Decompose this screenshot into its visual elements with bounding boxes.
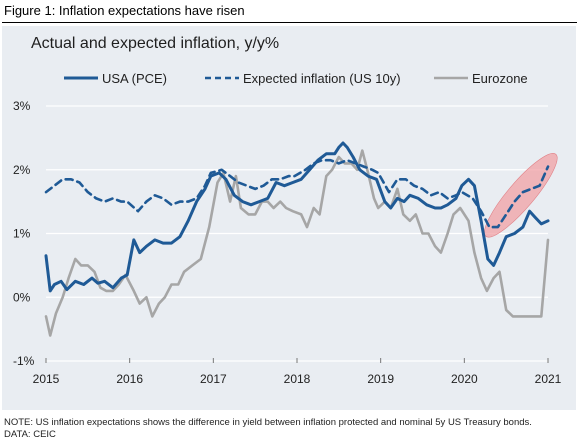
source-text: DATA: CEIC bbox=[4, 429, 56, 440]
x-tick-label: 2018 bbox=[284, 372, 311, 386]
y-tick-label: 1% bbox=[13, 227, 31, 241]
y-tick-label: -1% bbox=[13, 354, 35, 368]
figure-title: Figure 1: Inflation expectations have ri… bbox=[4, 3, 245, 18]
x-tick-label: 2017 bbox=[200, 372, 227, 386]
highlight-ellipse bbox=[484, 153, 558, 238]
x-tick-label: 2019 bbox=[367, 372, 394, 386]
x-tick-label: 2015 bbox=[33, 372, 60, 386]
x-tick-label: 2016 bbox=[116, 372, 143, 386]
x-tick-label: 2020 bbox=[451, 372, 478, 386]
series-line-usa-pce bbox=[44, 141, 550, 293]
chart-title: Actual and expected inflation, y/y% bbox=[31, 35, 280, 52]
legend-label: USA (PCE) bbox=[102, 71, 167, 86]
x-tick-label: 2021 bbox=[535, 372, 562, 386]
legend-label: Expected inflation (US 10y) bbox=[243, 71, 401, 86]
note-text: NOTE: US inflation expectations shows th… bbox=[4, 417, 532, 428]
chart-note: NOTE: US inflation expectations shows th… bbox=[4, 417, 532, 441]
y-tick-label: 3% bbox=[13, 99, 31, 113]
title-divider bbox=[2, 22, 577, 23]
series-line-expected-inflation-us-10y bbox=[44, 158, 550, 229]
legend-label: Eurozone bbox=[472, 71, 528, 86]
y-tick-label: 0% bbox=[13, 290, 31, 304]
y-tick-label: 2% bbox=[13, 163, 31, 177]
series-line-eurozone bbox=[44, 149, 550, 337]
